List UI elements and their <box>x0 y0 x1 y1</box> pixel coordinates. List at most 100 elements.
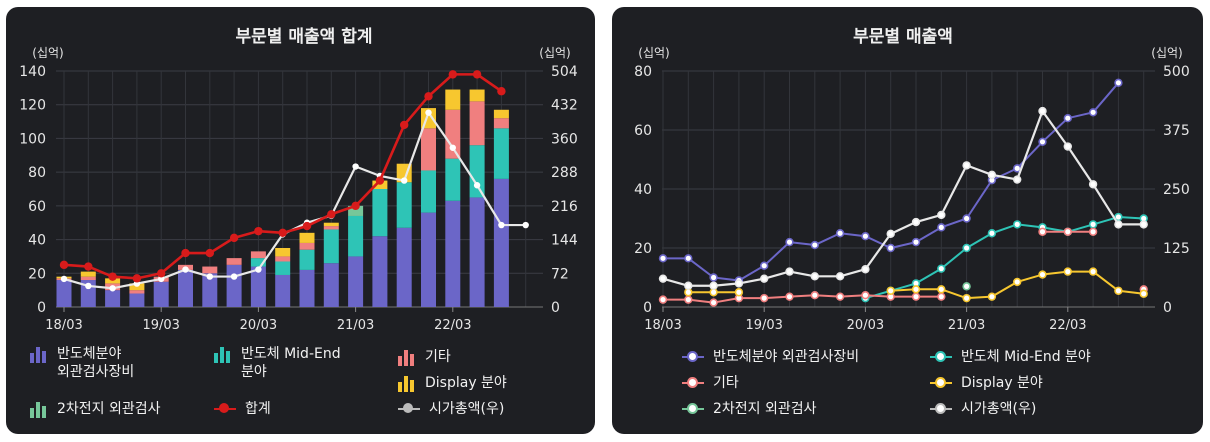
market-cap-point <box>1013 175 1022 184</box>
total-sales-point <box>400 120 409 130</box>
segment-series-point <box>684 254 693 263</box>
bar-segment <box>105 278 121 284</box>
segment-series-point <box>962 293 971 303</box>
market-cap-point <box>1088 180 1098 189</box>
right-tick-label: 504 <box>551 64 578 80</box>
total-sales-point <box>375 176 385 185</box>
left-tick-label: 20 <box>28 266 46 282</box>
market-cap-point <box>522 221 529 229</box>
segment-series-point <box>911 285 921 294</box>
total-sales-point <box>229 233 239 243</box>
bar-segment <box>250 251 266 259</box>
market-cap-point <box>449 144 456 151</box>
line-chart: 부문별 매출액 (십억) (십억) 0 20 40 60 80 0 125 250 375 500 18/… <box>634 27 1190 333</box>
right-axis-unit: (십억) <box>1151 46 1182 60</box>
bar-segment <box>469 145 485 198</box>
x-tick-label: 20/03 <box>847 318 884 333</box>
right-axis-unit: (십억) <box>539 46 570 60</box>
left-tick-label: 60 <box>28 199 46 215</box>
segment-series-point <box>886 286 895 295</box>
segment-series-point <box>1088 220 1098 229</box>
bar-segment <box>80 276 96 281</box>
x-tick-label: 21/03 <box>948 318 985 333</box>
chart-panel-sales-total: 부문별 매출액 합계 (십억) (십억) 0 20 40 60 80 100 120 140 0 72 1… <box>6 7 595 434</box>
bar-segment <box>129 290 145 294</box>
bar-segment <box>275 274 291 307</box>
market-cap-point <box>206 273 213 280</box>
segment-series-line <box>663 294 942 304</box>
market-cap-point <box>785 267 794 276</box>
right-tick-label: 360 <box>551 131 578 147</box>
bar-segment <box>445 109 461 159</box>
market-cap-point <box>861 265 870 274</box>
segment-series-point <box>861 232 870 241</box>
segment-series-point <box>911 292 921 301</box>
bar-segment <box>493 128 509 179</box>
market-cap-point <box>1063 142 1072 151</box>
segment-series-point <box>785 292 794 301</box>
left-tick-label: 0 <box>643 300 652 316</box>
bar-segment <box>396 227 412 307</box>
segment-series-point <box>760 261 769 270</box>
total-sales-point <box>472 70 482 79</box>
market-cap-point <box>255 266 262 273</box>
bar-segment <box>469 101 485 146</box>
bar-segment <box>421 170 436 213</box>
market-cap-point <box>158 275 165 283</box>
market-cap-point <box>911 217 921 227</box>
left-tick-label: 80 <box>28 165 46 181</box>
left-tick-label: 100 <box>19 131 46 147</box>
bar-segment <box>372 236 388 307</box>
right-tick-label: 500 <box>1163 64 1190 80</box>
segment-series-point <box>937 264 946 273</box>
bar-segment <box>348 256 364 307</box>
market-cap-point <box>760 274 769 283</box>
segment-series-point <box>709 298 718 307</box>
segment-series-point <box>1038 270 1047 279</box>
segment-series-point <box>1139 289 1148 298</box>
market-cap-point <box>658 274 668 283</box>
total-sales-point <box>108 272 117 281</box>
bar-segment <box>202 273 218 307</box>
segment-series-point <box>962 243 971 253</box>
segment-series-point <box>709 273 718 282</box>
bar-segment <box>445 158 461 201</box>
right-tick-label: 250 <box>1163 182 1190 198</box>
segment-series-point <box>1013 277 1022 287</box>
left-tick-label: 80 <box>634 64 652 80</box>
segment-series-point <box>785 237 794 247</box>
bar-segment <box>445 89 461 110</box>
bar-segment <box>178 269 193 307</box>
segment-series-point <box>1088 267 1098 276</box>
bar-segment <box>493 118 509 129</box>
x-tick-label: 18/03 <box>45 318 82 333</box>
right-tick-label: 125 <box>1163 241 1190 257</box>
bar-segment <box>348 205 364 216</box>
market-cap-point <box>85 282 92 290</box>
x-tick-label: 19/03 <box>142 318 179 333</box>
segment-series-point <box>760 293 769 303</box>
x-tick-label: 22/03 <box>434 318 471 333</box>
total-sales-point <box>497 87 506 96</box>
bar-segment <box>493 178 509 307</box>
left-tick-label: 120 <box>19 98 46 114</box>
segment-series-point <box>987 229 997 238</box>
bar-segment <box>299 232 315 243</box>
segment-series-point <box>987 292 997 301</box>
bar-segment <box>493 109 509 119</box>
segment-series-point <box>1063 227 1072 236</box>
x-tick-label: 19/03 <box>745 318 782 333</box>
market-cap-point <box>182 266 189 273</box>
market-cap-point <box>962 161 971 170</box>
bar-segment <box>56 280 72 307</box>
left-tick-label: 40 <box>634 182 652 198</box>
segment-series-point <box>835 229 845 238</box>
market-cap-line <box>662 110 1144 287</box>
market-cap-point <box>886 229 895 239</box>
left-tick-label: 40 <box>28 233 46 249</box>
left-axis-unit: (십억) <box>638 46 669 60</box>
segment-series-point <box>1013 220 1022 229</box>
segment-series-point <box>810 240 820 250</box>
bar-segment <box>421 212 436 307</box>
segment-series-point <box>937 223 946 232</box>
